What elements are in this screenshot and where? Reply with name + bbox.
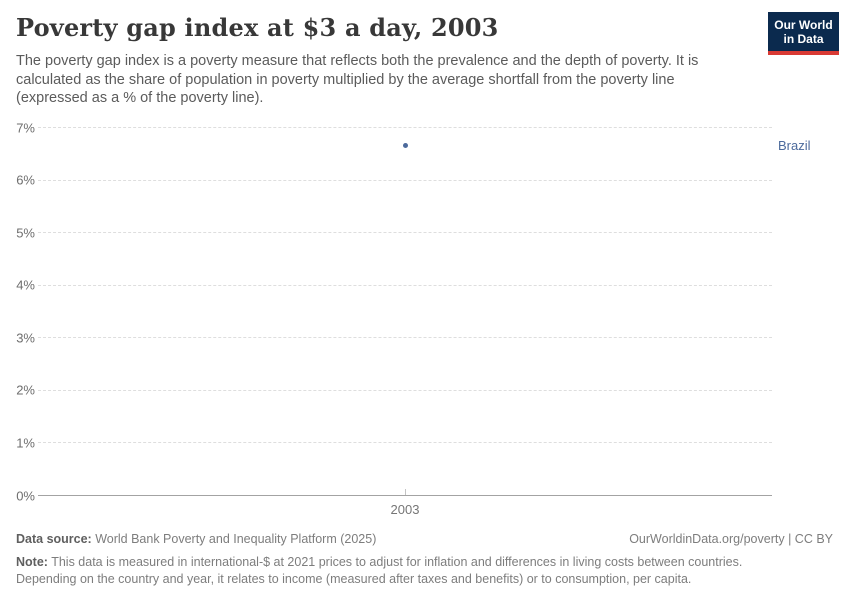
gridline xyxy=(38,179,772,181)
attribution-link[interactable]: OurWorldinData.org/poverty | CC BY xyxy=(629,532,833,546)
owid-logo-line1: Our World xyxy=(774,18,833,32)
chart-footer: Data source: World Bank Poverty and Ineq… xyxy=(16,532,833,587)
x-axis-tick xyxy=(405,489,406,495)
gridline xyxy=(38,284,772,286)
gridline xyxy=(38,232,772,234)
chart-subtitle: The poverty gap index is a poverty measu… xyxy=(16,53,699,106)
data-source-label: Data source: xyxy=(16,532,92,546)
data-source-text: Data source: World Bank Poverty and Ineq… xyxy=(16,532,376,546)
y-axis-tick-label: 3% xyxy=(16,330,35,346)
owid-logo-box: Our World in Data xyxy=(768,12,839,51)
note-value: This data is measured in international-$… xyxy=(16,555,743,586)
gridline xyxy=(38,337,772,339)
y-axis-tick-label: 2% xyxy=(16,382,35,398)
gridline xyxy=(38,127,772,128)
note-label: Note: xyxy=(16,555,48,569)
y-axis-tick-label: 6% xyxy=(16,172,35,188)
entity-label-brazil[interactable]: Brazil xyxy=(778,137,811,153)
x-axis-line xyxy=(38,495,772,496)
gridline xyxy=(38,442,772,444)
x-axis-tick-label: 2003 xyxy=(390,502,420,517)
source-row: Data source: World Bank Poverty and Ineq… xyxy=(16,532,833,546)
owid-logo[interactable]: Our World in Data xyxy=(768,12,839,55)
owid-logo-line2: in Data xyxy=(783,32,824,46)
y-axis-tick-label: 5% xyxy=(16,225,35,241)
y-axis-tick-label: 1% xyxy=(16,435,35,451)
page-title: Poverty gap index at $3 a day, 2003 xyxy=(16,13,499,42)
data-point-brazil[interactable] xyxy=(402,143,408,149)
y-axis-tick-label: 7% xyxy=(16,120,35,135)
y-axis-tick-label: 0% xyxy=(16,488,35,503)
gridline xyxy=(38,389,772,391)
owid-logo-stripe xyxy=(768,51,839,55)
y-axis-tick-label: 4% xyxy=(16,277,35,293)
data-source-value: World Bank Poverty and Inequality Platfo… xyxy=(91,532,377,546)
note-text: Note: This data is measured in internati… xyxy=(16,554,774,587)
